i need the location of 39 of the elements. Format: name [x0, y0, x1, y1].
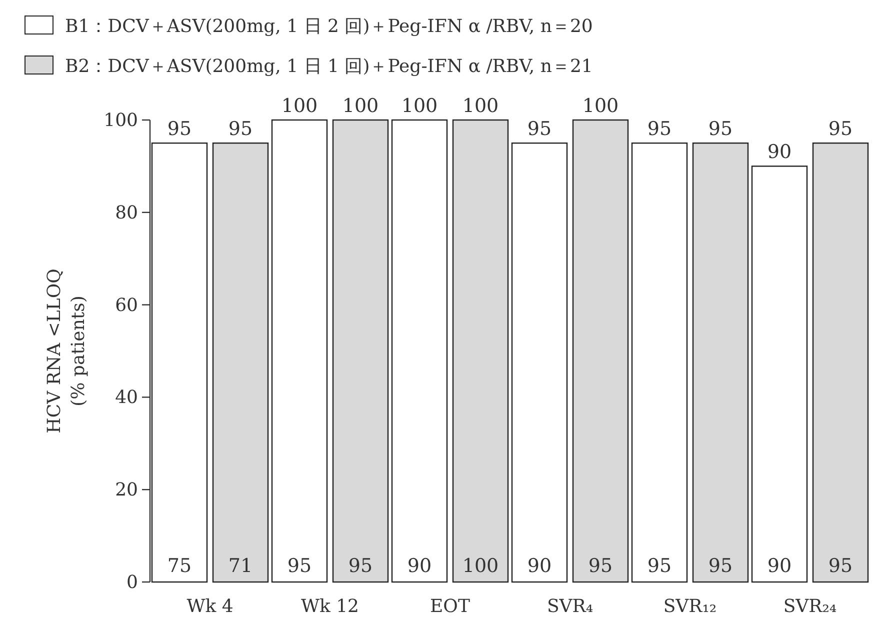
data-label: 95 — [228, 118, 253, 140]
x-tick-label: Wk 12 — [300, 596, 360, 617]
annotation: 95 — [828, 555, 853, 577]
x-tick-label: Wk 4 — [186, 596, 234, 617]
data-label: 100 — [281, 95, 318, 117]
data-label: 95 — [708, 118, 733, 140]
data-label: 95 — [647, 118, 672, 140]
x-tick-label: SVR₁₂ — [663, 596, 717, 617]
data-label: 95 — [527, 118, 552, 140]
annotation: 90 — [407, 555, 432, 577]
annotation: 95 — [647, 555, 672, 577]
data-label: 95 — [167, 118, 192, 140]
y-tick-label: 100 — [104, 110, 138, 131]
data-label: 95 — [828, 118, 853, 140]
annotation: 95 — [588, 555, 613, 577]
annotation: 95 — [348, 555, 373, 577]
data-label: 100 — [401, 95, 438, 117]
annotation: 95 — [708, 555, 733, 577]
y-tick-label: 40 — [115, 387, 138, 408]
y-tick-label: 80 — [115, 202, 138, 224]
x-tick-label: SVR₂₄ — [783, 596, 837, 617]
data-label: 100 — [462, 95, 499, 117]
y-axis-title: HCV RNA <LLOQ (% patients) — [44, 268, 89, 434]
x-tick-label: EOT — [430, 596, 470, 617]
x-tick-label: SVR₄ — [546, 596, 594, 617]
y-tick-label: 20 — [115, 480, 138, 501]
data-label: 90 — [767, 141, 792, 164]
annotation: 90 — [767, 555, 792, 577]
data-label: 100 — [582, 95, 619, 117]
legend-label: B2：DCV＋ASV(200mg, 1 日 1 回)＋Peg-IFN α /RBV, n＝21 — [65, 56, 593, 77]
annotation: 71 — [228, 555, 253, 577]
annotation: 90 — [527, 555, 552, 577]
annotation: 75 — [167, 555, 192, 577]
y-tick-label: 0 — [126, 572, 138, 593]
y-tick-label: 60 — [115, 294, 138, 316]
annotation: 95 — [287, 555, 312, 577]
annotation: 100 — [462, 555, 499, 577]
legend-label: B1：DCV＋ASV(200mg, 1 日 2 回)＋Peg-IFN α /RBV, n＝20 — [65, 16, 593, 37]
data-label: 100 — [342, 95, 379, 117]
